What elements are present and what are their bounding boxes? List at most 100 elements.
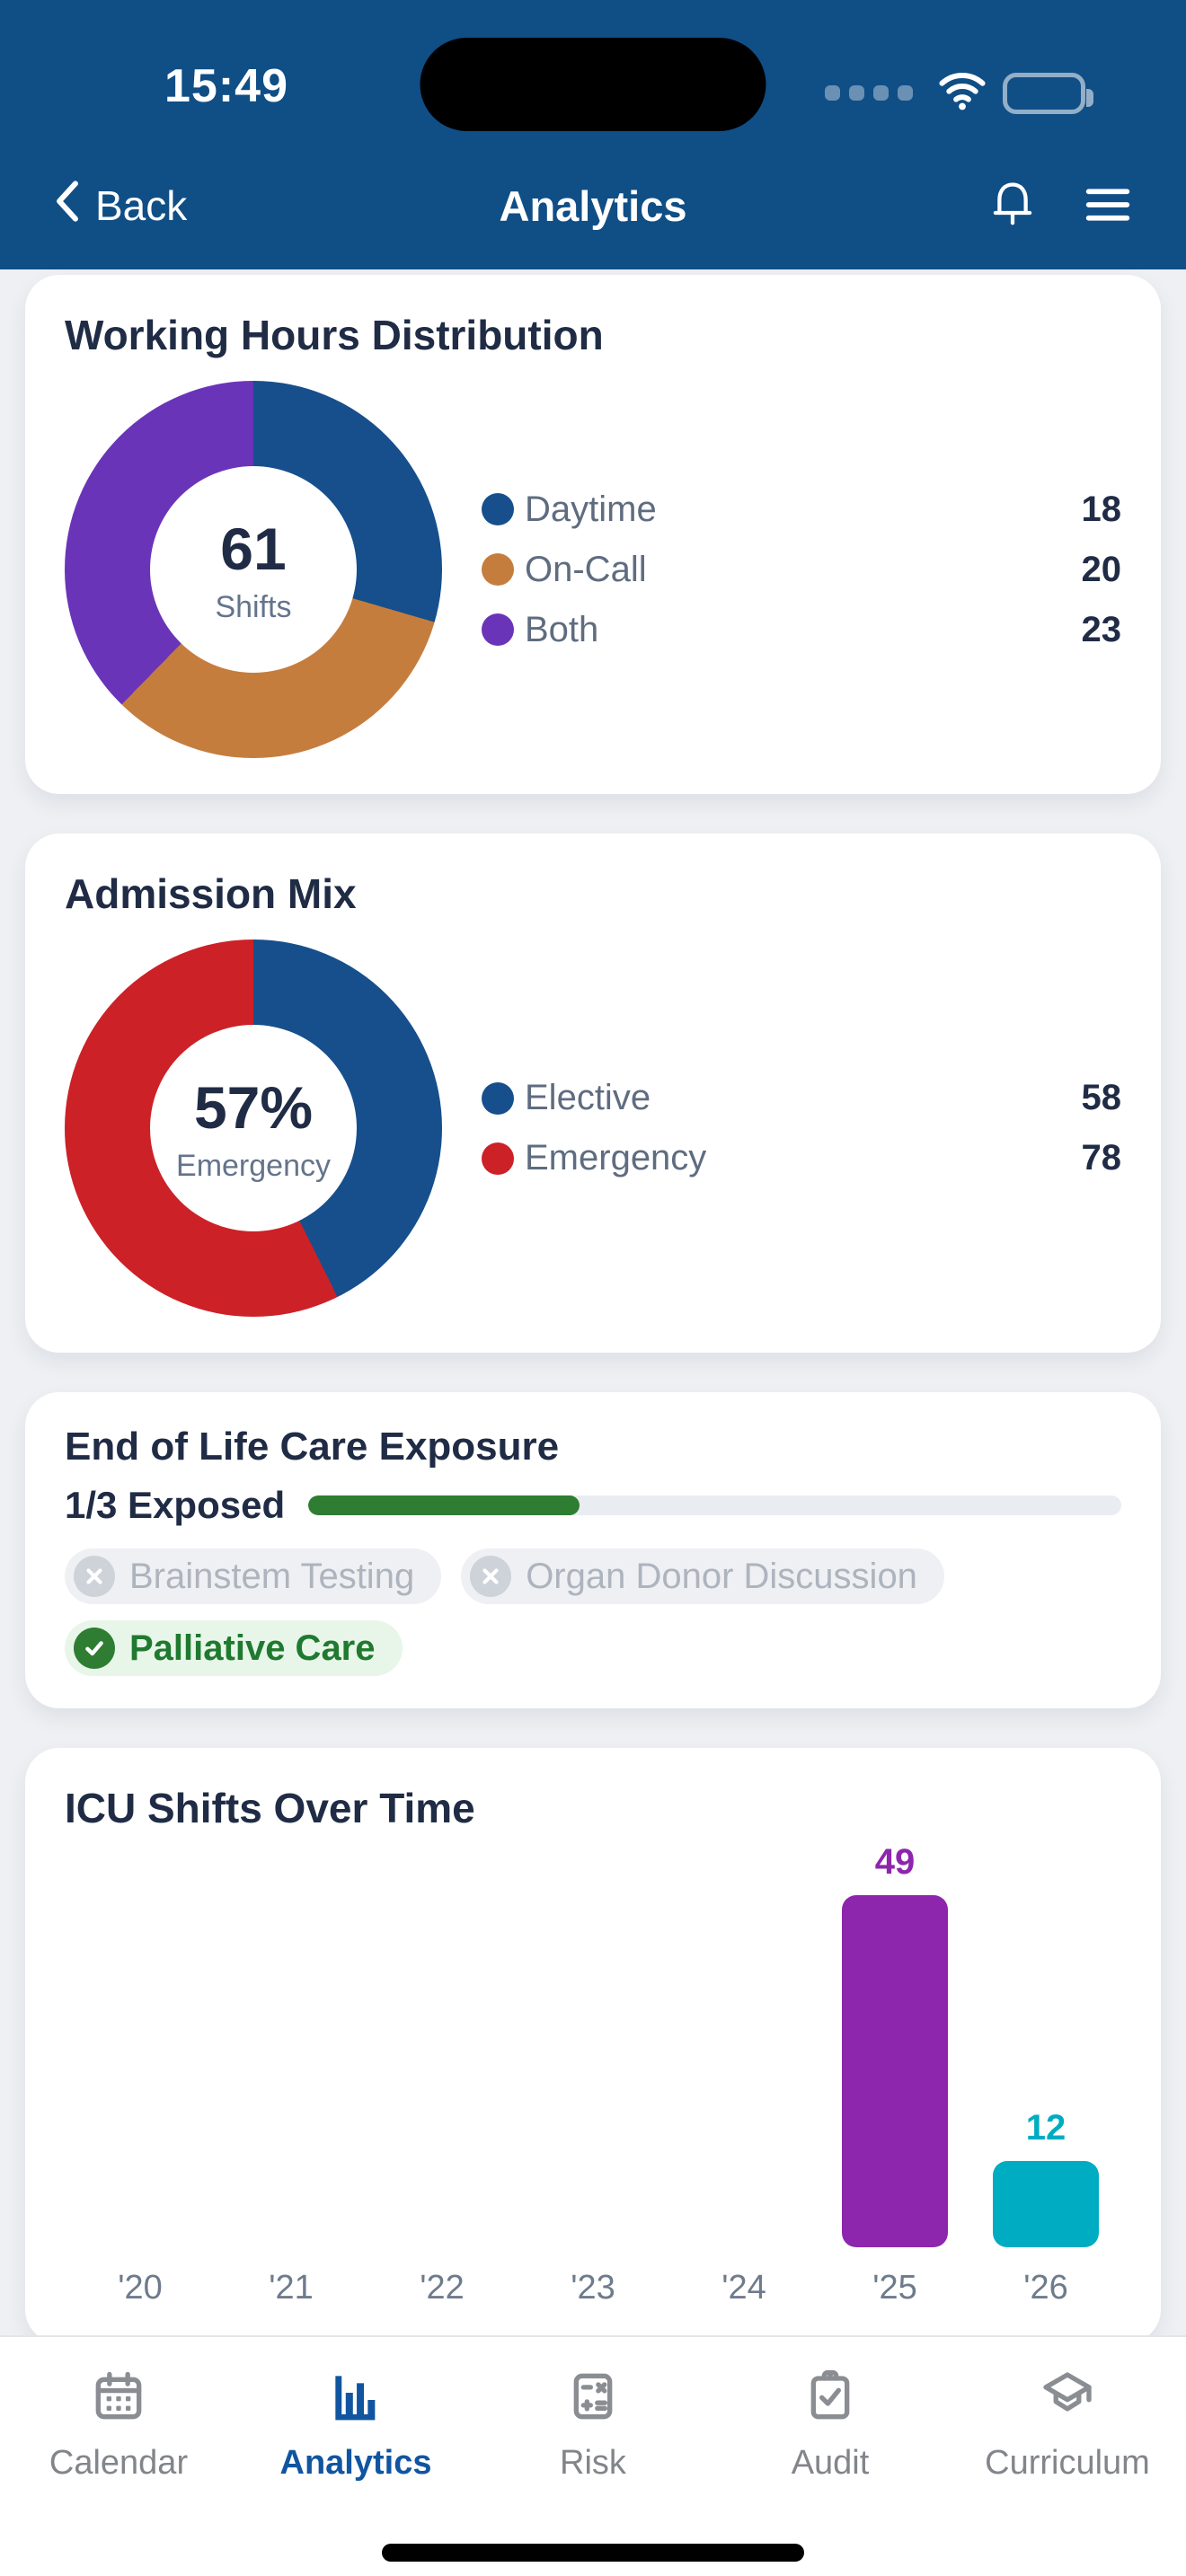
bar-value-label: 49 <box>874 1842 916 1882</box>
status-time: 15:49 <box>164 60 288 112</box>
legend-value: 58 <box>1081 1078 1122 1117</box>
tab-label: Analytics <box>279 2444 432 2482</box>
status-bar: 15:49 <box>0 0 1186 142</box>
donut-center-label: Emergency <box>176 1148 331 1183</box>
chip-label: Organ Donor Discussion <box>526 1556 917 1596</box>
card-title: End of Life Care Exposure <box>65 1425 560 1469</box>
legend-dot <box>482 613 514 646</box>
end-of-life-care-card: End of Life Care Exposure 1/3 Exposed Br… <box>25 1392 1161 1708</box>
donut-center-value: 61 <box>220 515 287 582</box>
analytics-content: Working Hours Distribution 61 Shifts Day… <box>0 269 1186 2343</box>
x-axis-label: '22 <box>420 2269 465 2307</box>
legend-dot <box>482 1142 514 1175</box>
audit-clipboard-icon <box>801 2368 859 2428</box>
donut-center: 61 Shifts <box>150 466 357 673</box>
chip-palliative-care[interactable]: Palliative Care <box>65 1620 403 1676</box>
card-title: ICU Shifts Over Time <box>65 1785 475 1831</box>
exposure-progress-label: 1/3 Exposed <box>65 1484 286 1526</box>
x-axis-label: '21 <box>269 2269 314 2307</box>
tab-analytics[interactable]: Analytics <box>237 2337 474 2576</box>
tab-label: Risk <box>560 2444 626 2482</box>
legend-label: Daytime <box>525 489 657 529</box>
hamburger-menu-icon <box>1084 185 1132 227</box>
tab-label: Curriculum <box>985 2444 1150 2482</box>
cellular-signal-icon <box>825 85 913 101</box>
legend-value: 18 <box>1081 489 1122 529</box>
bar-slot: 49 <box>819 1842 970 2247</box>
exposure-progress-fill <box>308 1495 580 1515</box>
legend-label: Emergency <box>525 1138 707 1178</box>
exposure-progress-bar <box>308 1495 1121 1515</box>
check-circle-icon <box>74 1628 115 1669</box>
legend-label: Both <box>525 609 599 649</box>
x-axis-label: '20 <box>118 2269 163 2307</box>
tab-curriculum[interactable]: Curriculum <box>949 2337 1186 2576</box>
chip-label: Brainstem Testing <box>129 1556 415 1596</box>
exposure-chips: Brainstem Testing Organ Donor Discussion… <box>65 1548 1121 1676</box>
legend-item: Emergency 78 <box>482 1138 1121 1178</box>
x-axis-label: '23 <box>571 2269 615 2307</box>
back-label: Back <box>95 182 188 229</box>
notch <box>420 38 766 131</box>
chip-organ-donor-discussion[interactable]: Organ Donor Discussion <box>461 1548 944 1604</box>
admission-mix-donut-chart: 57% Emergency <box>65 940 442 1317</box>
tab-label: Audit <box>791 2444 870 2482</box>
battery-icon <box>1003 72 1093 114</box>
tab-calendar[interactable]: Calendar <box>0 2337 237 2576</box>
tab-label: Calendar <box>49 2444 189 2482</box>
wifi-icon <box>936 70 988 116</box>
working-hours-card: Working Hours Distribution 61 Shifts Day… <box>25 275 1161 794</box>
legend-dot <box>482 553 514 586</box>
legend-value: 20 <box>1081 549 1122 589</box>
x-axis-label: '26 <box>1023 2269 1068 2307</box>
bar-slot: 12 <box>970 2108 1121 2247</box>
menu-button[interactable] <box>1084 185 1132 227</box>
legend-item: Both 23 <box>482 610 1121 650</box>
chevron-left-icon <box>54 179 81 234</box>
card-title: Admission Mix <box>65 870 357 917</box>
icu-x-axis: '20 '21 '22 '23 '24 '25 '26 <box>65 2269 1121 2307</box>
donut-center-label: Shifts <box>215 589 292 624</box>
chip-brainstem-testing[interactable]: Brainstem Testing <box>65 1548 442 1604</box>
risk-calculator-icon <box>564 2368 622 2428</box>
notifications-button[interactable] <box>988 178 1037 234</box>
card-title: Working Hours Distribution <box>65 312 604 358</box>
bottom-tab-bar: Calendar Analytics Risk <box>0 2335 1186 2576</box>
legend: Daytime 18 On-Call 20 Both 23 <box>482 490 1121 650</box>
app-header: 15:49 Back Analytics <box>0 0 1186 269</box>
bar <box>842 1895 948 2247</box>
page-title: Analytics <box>499 181 687 230</box>
back-button[interactable]: Back <box>54 179 187 234</box>
curriculum-cap-icon <box>1039 2368 1096 2428</box>
icu-shifts-card: ICU Shifts Over Time 49 12 '20'21'22'23'2… <box>25 1748 1161 2343</box>
chip-label: Palliative Care <box>129 1628 376 1668</box>
x-axis-label: '25 <box>872 2269 917 2307</box>
legend-value: 78 <box>1081 1138 1122 1178</box>
home-indicator[interactable] <box>382 2544 804 2562</box>
x-axis-label: '24 <box>721 2269 766 2307</box>
x-circle-icon <box>74 1556 115 1597</box>
analytics-icon <box>327 2368 385 2428</box>
legend-label: Elective <box>525 1078 651 1117</box>
donut-center: 57% Emergency <box>150 1025 357 1231</box>
calendar-icon <box>90 2368 147 2428</box>
legend-dot <box>482 493 514 525</box>
legend-label: On-Call <box>525 549 647 589</box>
tab-audit[interactable]: Audit <box>712 2337 949 2576</box>
legend-value: 23 <box>1081 609 1122 649</box>
admission-mix-card: Admission Mix 57% Emergency Elective 58 … <box>25 834 1161 1353</box>
status-icons <box>825 70 1093 116</box>
nav-bar: Back Analytics <box>0 142 1186 269</box>
x-circle-icon <box>470 1556 512 1597</box>
legend: Elective 58 Emergency 78 <box>482 1078 1121 1178</box>
donut-center-value: 57% <box>193 1073 314 1141</box>
tab-risk[interactable]: Risk <box>474 2337 712 2576</box>
legend-dot <box>482 1081 514 1115</box>
icu-bar-chart: 49 12 <box>65 1842 1121 2247</box>
legend-item: Elective 58 <box>482 1078 1121 1118</box>
bell-icon <box>988 178 1037 234</box>
working-hours-donut-chart: 61 Shifts <box>65 381 442 758</box>
legend-item: Daytime 18 <box>482 490 1121 530</box>
bar-value-label: 12 <box>1025 2108 1067 2148</box>
bar <box>993 2161 1099 2247</box>
